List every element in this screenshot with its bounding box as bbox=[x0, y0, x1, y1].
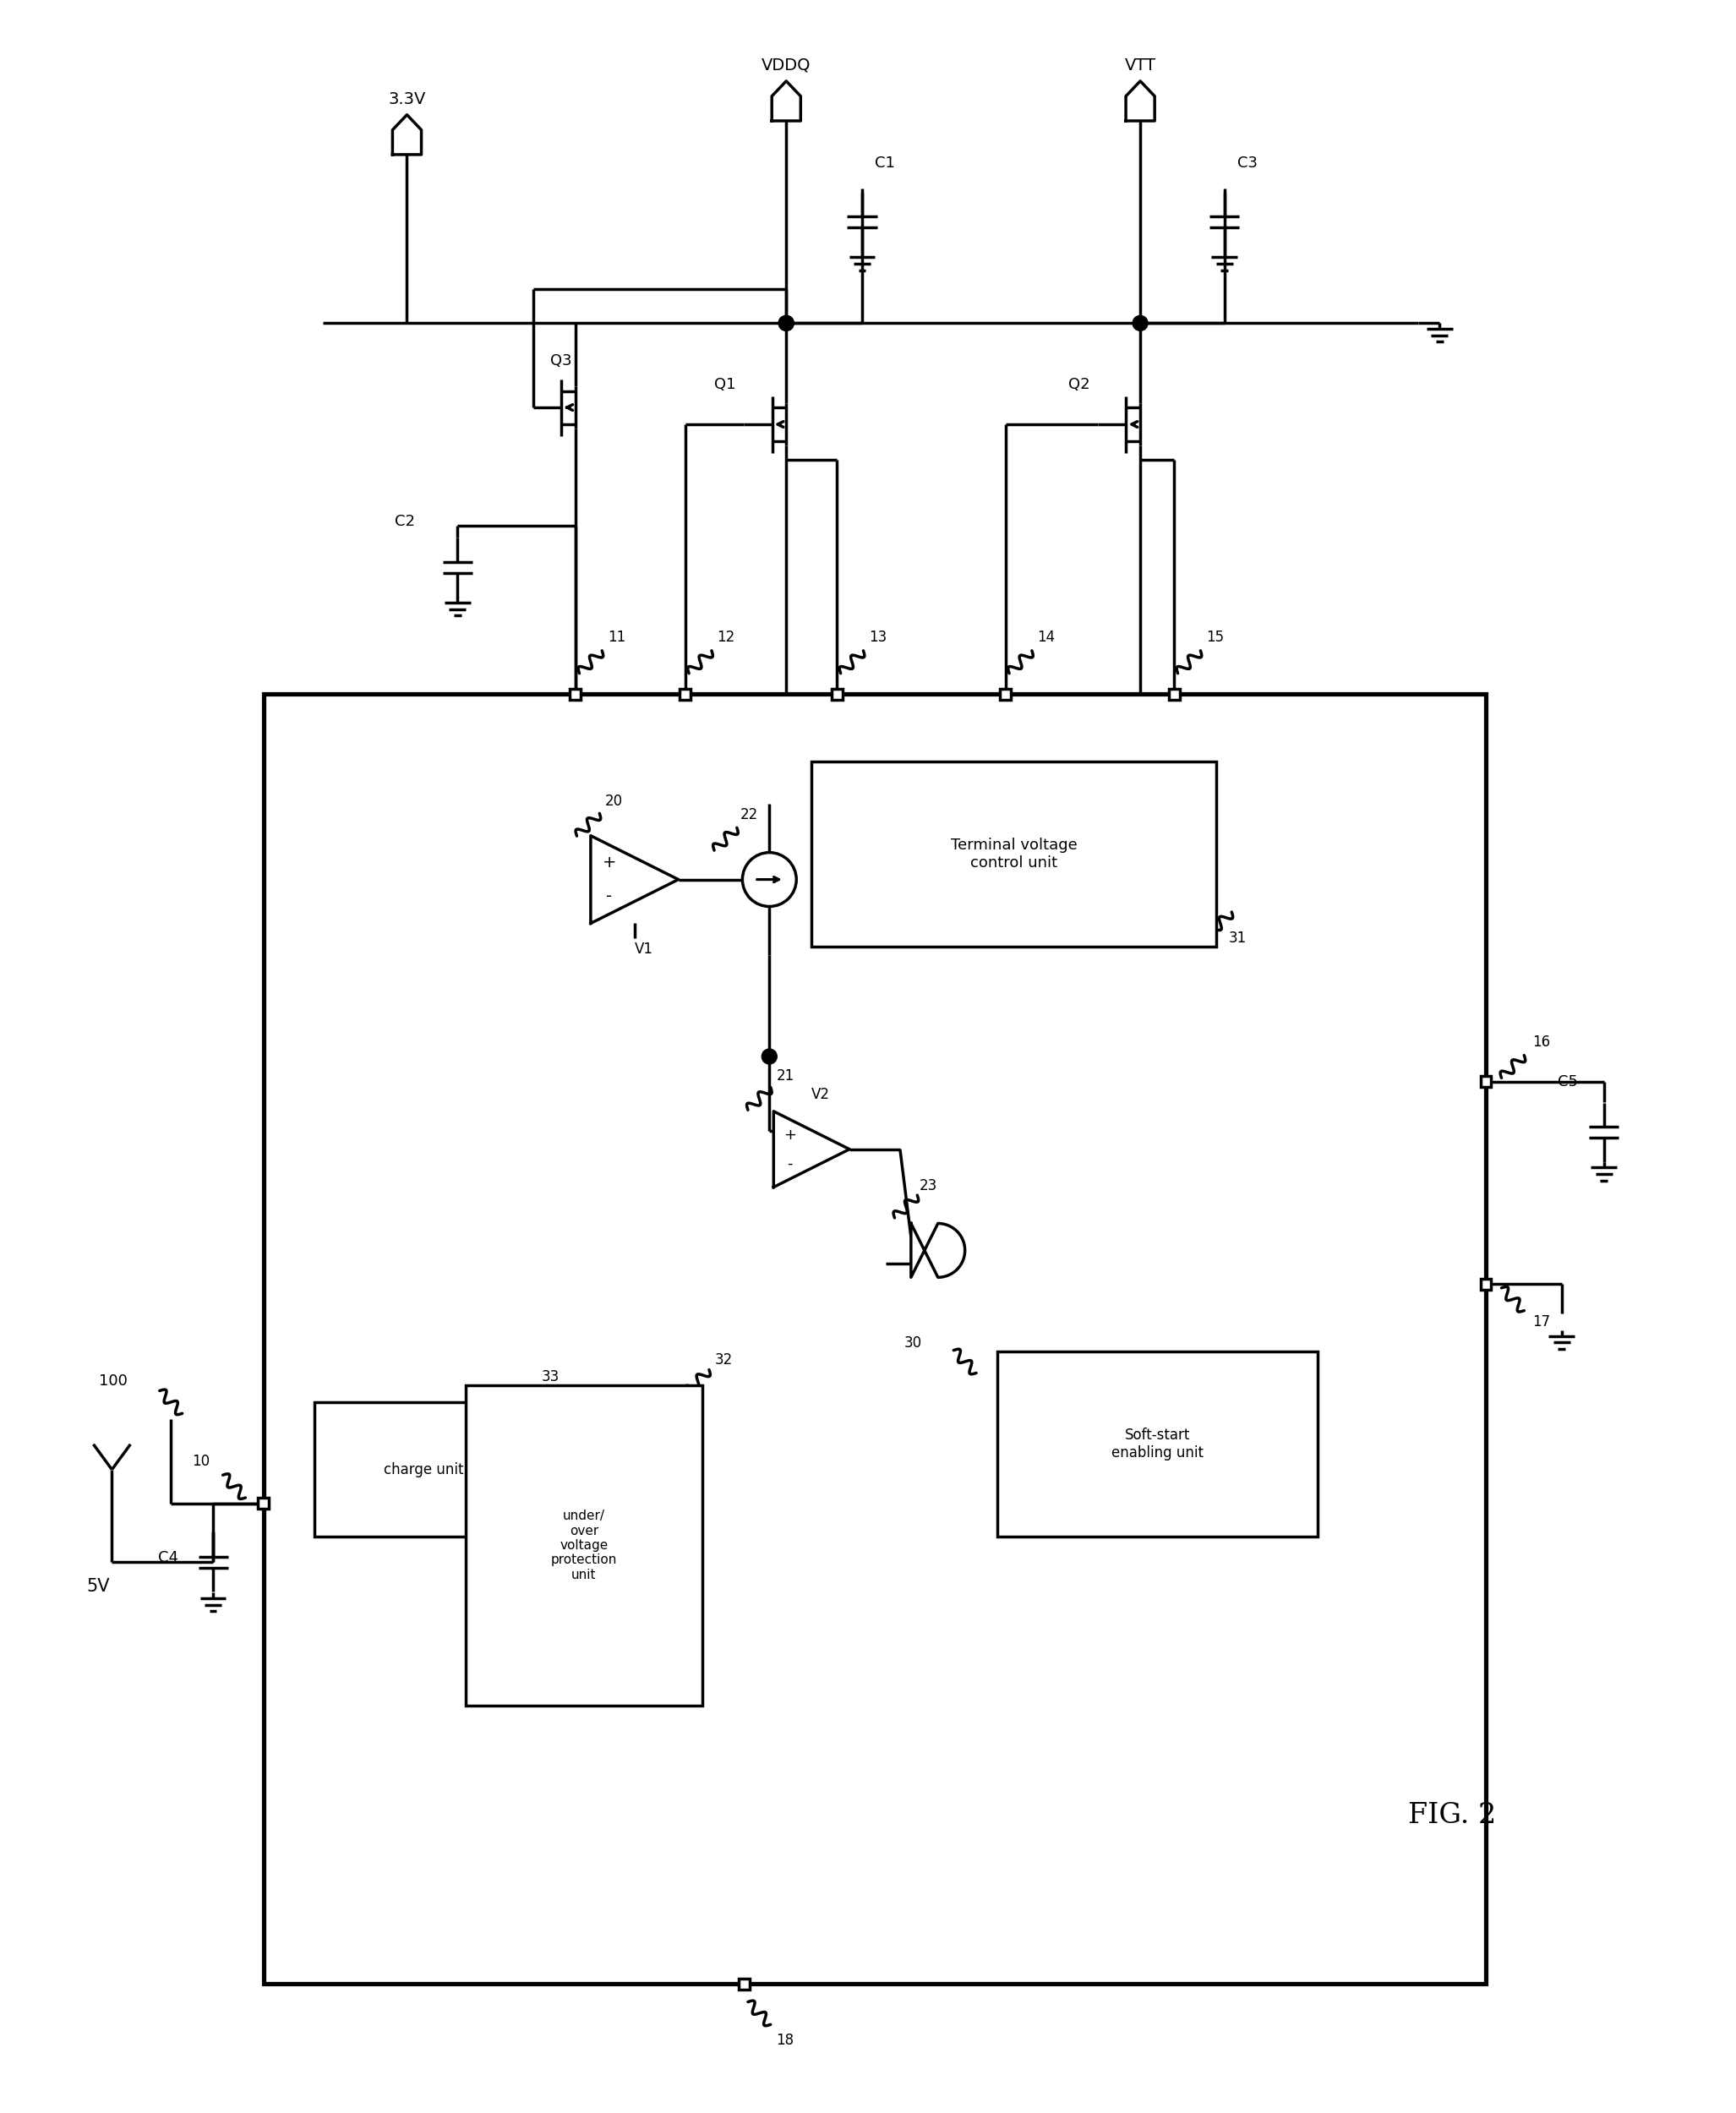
Text: 30: 30 bbox=[904, 1335, 922, 1350]
Bar bbox=[811, 761, 1217, 947]
Text: 14: 14 bbox=[1038, 630, 1055, 644]
Bar bbox=[1000, 689, 1010, 699]
Text: 17: 17 bbox=[1533, 1314, 1550, 1329]
Text: 18: 18 bbox=[776, 2033, 793, 2047]
Text: 100: 100 bbox=[99, 1373, 128, 1388]
Text: C4: C4 bbox=[158, 1551, 179, 1566]
Polygon shape bbox=[590, 835, 679, 923]
Polygon shape bbox=[1127, 80, 1154, 120]
Circle shape bbox=[1132, 315, 1147, 332]
Text: Terminal voltage
control unit: Terminal voltage control unit bbox=[951, 837, 1076, 871]
Text: Q3: Q3 bbox=[550, 353, 571, 368]
Text: Soft-start
enabling unit: Soft-start enabling unit bbox=[1111, 1428, 1203, 1460]
Bar bbox=[264, 693, 1486, 1984]
Text: 16: 16 bbox=[1533, 1035, 1550, 1050]
Bar bbox=[1168, 689, 1179, 699]
Text: 15: 15 bbox=[1207, 630, 1224, 644]
Bar bbox=[738, 1978, 750, 1988]
Text: FIG. 2: FIG. 2 bbox=[1408, 1802, 1496, 1828]
Text: under/
over
voltage
protection
unit: under/ over voltage protection unit bbox=[550, 1509, 616, 1581]
Circle shape bbox=[743, 852, 797, 906]
Circle shape bbox=[779, 315, 793, 332]
Text: 10: 10 bbox=[193, 1454, 210, 1469]
Text: 21: 21 bbox=[776, 1069, 793, 1084]
Text: V1: V1 bbox=[635, 942, 653, 957]
Circle shape bbox=[762, 1048, 778, 1065]
Text: +: + bbox=[783, 1126, 795, 1143]
Text: 5V: 5V bbox=[87, 1578, 109, 1595]
Text: -: - bbox=[786, 1156, 792, 1171]
Text: C3: C3 bbox=[1238, 156, 1257, 171]
Bar bbox=[465, 1386, 701, 1705]
Polygon shape bbox=[774, 1111, 849, 1188]
Text: 32: 32 bbox=[715, 1352, 733, 1367]
Bar bbox=[1481, 1076, 1491, 1088]
Text: C5: C5 bbox=[1557, 1073, 1578, 1090]
Bar bbox=[679, 689, 691, 699]
Text: 31: 31 bbox=[1229, 932, 1246, 947]
Circle shape bbox=[779, 315, 793, 332]
Text: C1: C1 bbox=[875, 156, 896, 171]
Bar bbox=[996, 1352, 1318, 1536]
Text: charge unit: charge unit bbox=[384, 1462, 464, 1477]
Text: 13: 13 bbox=[868, 630, 887, 644]
Text: V2: V2 bbox=[811, 1086, 830, 1103]
Text: 33: 33 bbox=[542, 1369, 559, 1384]
Bar bbox=[314, 1403, 533, 1536]
Text: 12: 12 bbox=[717, 630, 734, 644]
Text: +: + bbox=[602, 856, 616, 871]
Polygon shape bbox=[773, 80, 800, 120]
Text: 22: 22 bbox=[740, 807, 759, 822]
Bar bbox=[259, 1498, 269, 1509]
Text: 11: 11 bbox=[608, 630, 625, 644]
Text: Q1: Q1 bbox=[715, 376, 736, 393]
Text: C2: C2 bbox=[394, 513, 415, 528]
Text: 23: 23 bbox=[920, 1177, 937, 1194]
Text: Q2: Q2 bbox=[1069, 376, 1090, 393]
Polygon shape bbox=[911, 1223, 965, 1278]
Bar bbox=[1481, 1278, 1491, 1289]
Bar bbox=[569, 689, 582, 699]
Text: 3.3V: 3.3V bbox=[389, 91, 425, 108]
Polygon shape bbox=[392, 114, 422, 154]
Text: 20: 20 bbox=[606, 794, 623, 809]
Bar bbox=[832, 689, 842, 699]
Text: -: - bbox=[606, 887, 613, 904]
Text: VDDQ: VDDQ bbox=[762, 57, 811, 74]
Text: VTT: VTT bbox=[1125, 57, 1156, 74]
